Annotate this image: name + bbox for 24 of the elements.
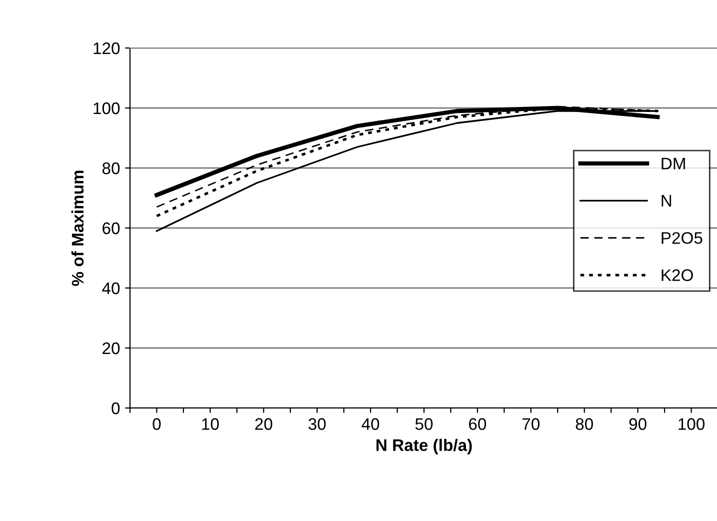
legend-label: DM xyxy=(662,158,685,170)
legend-label: K2O xyxy=(662,269,693,282)
y-tick-label: 0 xyxy=(112,402,120,414)
y-tick-label: 120 xyxy=(94,42,120,54)
x-tick-label: 50 xyxy=(415,418,433,430)
legend-label: N xyxy=(662,195,672,207)
y-tick-label: 20 xyxy=(102,342,120,354)
y-tick-label: 40 xyxy=(102,282,120,294)
x-tick-label: 80 xyxy=(576,418,593,430)
y-tick-label: 100 xyxy=(94,102,120,114)
x-tick-label: 0 xyxy=(152,418,161,430)
x-tick-label: 20 xyxy=(255,418,272,430)
x-tick-label: 30 xyxy=(308,418,326,430)
y-axis-title: % of Maximum xyxy=(71,170,84,286)
x-tick-label: 10 xyxy=(202,418,219,430)
x-tick-label: 60 xyxy=(469,418,486,430)
x-tick-label: 100 xyxy=(678,418,705,430)
y-tick-label: 60 xyxy=(102,222,120,234)
x-tick-label: 90 xyxy=(629,418,646,430)
legend-label: P2O5 xyxy=(662,232,702,244)
x-tick-label: 70 xyxy=(522,418,540,430)
x-tick-label: 40 xyxy=(362,418,380,430)
y-tick-label: 80 xyxy=(102,162,120,174)
x-axis-title: N Rate (lb/a) xyxy=(376,438,472,454)
